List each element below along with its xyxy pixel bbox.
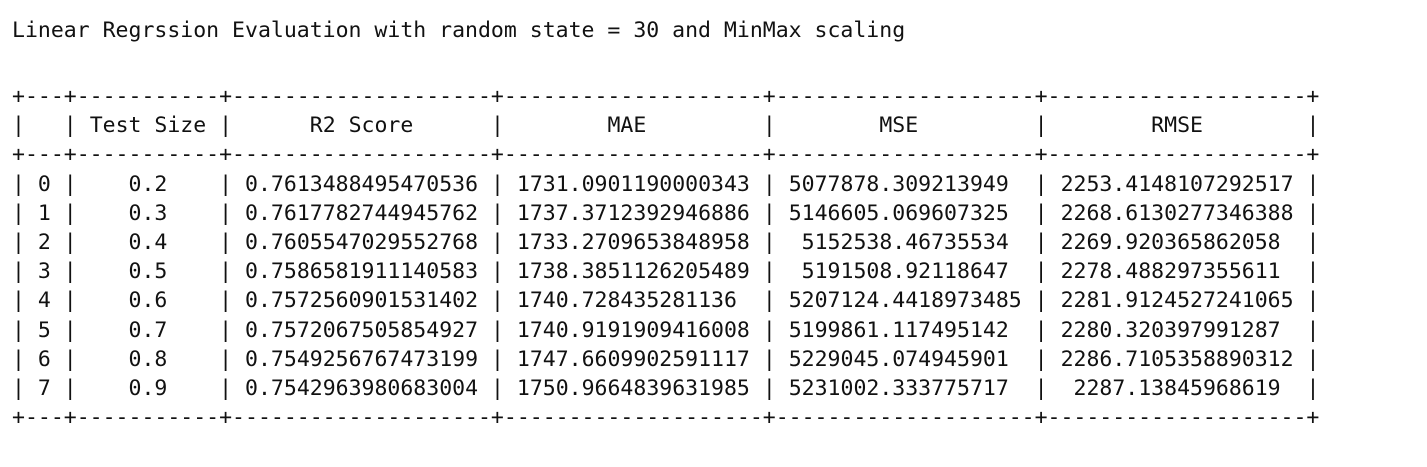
table-row: | 0 | 0.2 | 0.7613488495470536 | 1731.09…: [12, 171, 1320, 197]
table-cell: 0.9: [76, 375, 220, 401]
table-cell: 0.7617782744945762: [232, 200, 491, 226]
table-cell: 2269.920365862058: [1047, 229, 1307, 255]
results-table: +---+-----------+--------------------+--…: [12, 82, 1319, 432]
table-cell: 0.3: [76, 200, 220, 226]
table-row: | 5 | 0.7 | 0.7572067505854927 | 1740.91…: [12, 317, 1320, 343]
table-border: +---+-----------+--------------------+--…: [12, 405, 1320, 431]
table-row: | 4 | 0.6 | 0.7572560901531402 | 1740.72…: [12, 288, 1320, 314]
table-cell: 2253.4148107292517: [1047, 171, 1307, 197]
table-cell: 2278.488297355611: [1047, 259, 1307, 285]
table-cell: 5207124.4418973485: [775, 288, 1035, 314]
table-border: +---+-----------+--------------------+--…: [12, 142, 1320, 168]
table-cell: 0.2: [76, 171, 220, 197]
table-cell: 0.6: [76, 288, 220, 314]
table-cell: 5146605.069607325: [775, 200, 1035, 226]
table-cell: 7: [24, 375, 64, 401]
column-header: [25, 113, 64, 138]
table-cell: 1738.3851126205489: [503, 259, 763, 285]
column-header: Test Size: [76, 113, 220, 139]
table-cell: 1: [24, 200, 64, 226]
table-cell: 1737.3712392946886: [503, 200, 763, 226]
table-cell: 2287.13845968619: [1047, 375, 1307, 401]
table-cell: 1733.2709653848958: [503, 229, 763, 255]
table-row: | 3 | 0.5 | 0.7586581911140583 | 1738.38…: [12, 259, 1320, 285]
table-row: | 2 | 0.4 | 0.7605547029552768 | 1733.27…: [12, 229, 1320, 255]
table-cell: 0.7542963980683004: [232, 375, 491, 401]
table-cell: 5: [24, 317, 64, 343]
table-cell: 5199861.117495142: [775, 317, 1035, 343]
page-title: Linear Regrssion Evaluation with random …: [12, 18, 906, 43]
table-cell: 2268.6130277346388: [1047, 200, 1307, 226]
table-cell: 1740.728435281136: [503, 288, 763, 314]
table-cell: 2281.9124527241065: [1047, 288, 1307, 314]
table-cell: 0.7: [76, 317, 220, 343]
table-cell: 0.8: [76, 346, 220, 372]
table-cell: 1747.6609902591117: [503, 346, 763, 372]
table-cell: 6: [24, 346, 64, 372]
table-cell: 0.7605547029552768: [232, 229, 491, 255]
table-cell: 3: [24, 259, 64, 285]
table-cell: 5077878.309213949: [775, 171, 1035, 197]
table-cell: 0.4: [76, 229, 220, 255]
table-cell: 0.7572067505854927: [232, 317, 491, 343]
table-row: | 7 | 0.9 | 0.7542963980683004 | 1750.96…: [12, 375, 1320, 401]
table-cell: 0.5: [76, 259, 220, 285]
table-cell: 4: [24, 288, 64, 314]
table-cell: 5231002.333775717: [775, 375, 1035, 401]
column-header: RMSE: [1047, 113, 1307, 139]
column-header: R2 Score: [232, 113, 491, 139]
table-cell: 1750.9664839631985: [503, 375, 763, 401]
table-row: | 1 | 0.3 | 0.7617782744945762 | 1737.37…: [12, 200, 1320, 226]
table-cell: 0.7549256767473199: [232, 346, 491, 372]
table-cell: 0: [24, 171, 64, 197]
table-cell: 5229045.074945901: [775, 346, 1035, 372]
table-cell: 1740.9191909416008: [503, 317, 763, 343]
table-header: | | Test Size | R2 Score | MAE | MSE | R…: [12, 113, 1320, 139]
table-cell: 2280.320397991287: [1047, 317, 1307, 343]
table-cell: 0.7572560901531402: [232, 288, 491, 314]
column-header: MAE: [503, 113, 763, 139]
column-header: MSE: [775, 113, 1035, 139]
table-cell: 0.7586581911140583: [232, 259, 491, 285]
table-cell: 5152538.46735534: [775, 229, 1035, 255]
table-cell: 1731.0901190000343: [503, 171, 763, 197]
table-cell: 2: [24, 229, 64, 255]
table-cell: 5191508.92118647: [775, 259, 1035, 285]
table-cell: 0.7613488495470536: [232, 171, 491, 197]
table-cell: 2286.7105358890312: [1047, 346, 1307, 372]
table-border: +---+-----------+--------------------+--…: [12, 84, 1320, 109]
table-row: | 6 | 0.8 | 0.7549256767473199 | 1747.66…: [12, 346, 1320, 372]
